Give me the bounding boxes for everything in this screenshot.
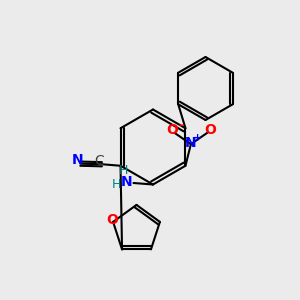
Text: +: + [193, 133, 202, 142]
Text: H: H [118, 164, 128, 177]
Text: N: N [72, 153, 84, 167]
Text: C: C [94, 154, 104, 168]
Text: O: O [204, 123, 216, 137]
Text: N: N [120, 175, 132, 188]
Text: H: H [111, 178, 121, 191]
Text: O: O [106, 213, 119, 227]
Text: O: O [166, 123, 178, 137]
Text: -: - [178, 119, 184, 132]
Text: N: N [185, 136, 197, 150]
